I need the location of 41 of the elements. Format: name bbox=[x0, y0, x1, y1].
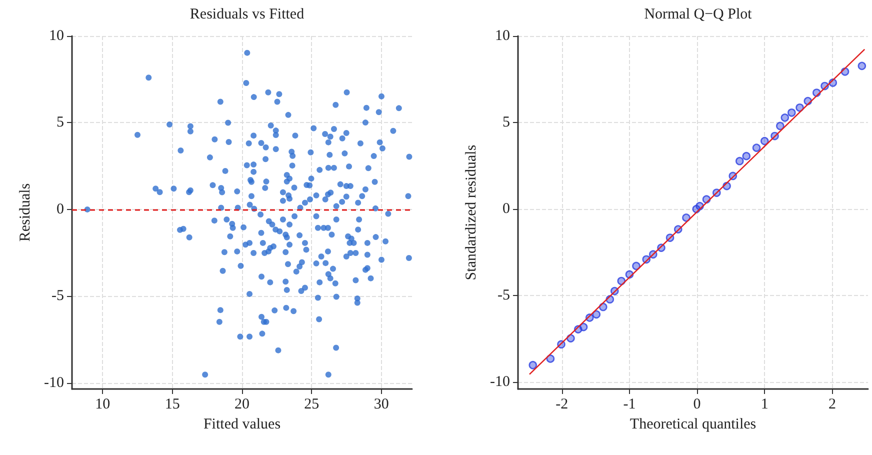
point bbox=[776, 122, 784, 130]
x-tick-label: 25 bbox=[304, 396, 320, 412]
point bbox=[780, 114, 790, 122]
y-tick-label: -10 bbox=[490, 374, 510, 390]
chart-title: Residuals vs Fitted bbox=[190, 6, 305, 22]
point bbox=[735, 156, 744, 166]
x-tick-label: 1 bbox=[760, 396, 768, 412]
y-tick-label: -5 bbox=[52, 288, 64, 304]
point bbox=[592, 310, 601, 319]
point bbox=[579, 322, 588, 332]
point bbox=[682, 214, 690, 222]
x-tick-label: 2 bbox=[828, 396, 836, 412]
y-tick-label: -5 bbox=[498, 288, 510, 304]
point bbox=[528, 360, 538, 370]
x-tick-label: 0 bbox=[693, 396, 701, 412]
point bbox=[632, 262, 640, 270]
x-tick-label: -1 bbox=[623, 396, 636, 412]
y-tick-label: 0 bbox=[56, 201, 64, 218]
y-tick-label: 5 bbox=[502, 114, 510, 131]
point bbox=[796, 103, 804, 112]
x-tick-label: 15 bbox=[164, 396, 180, 412]
y-tick-label: 10 bbox=[49, 28, 64, 44]
point bbox=[760, 136, 769, 146]
x-axis-title: Fitted values bbox=[203, 416, 281, 432]
x-tick-label: 10 bbox=[95, 396, 110, 412]
y-tick-label: -10 bbox=[44, 374, 64, 391]
y-tick-label: 0 bbox=[502, 201, 510, 218]
y-axis-title: Standardized residuals bbox=[464, 144, 480, 280]
x-axis-title: Theoretical quantiles bbox=[630, 416, 756, 432]
x-tick-label: -2 bbox=[556, 396, 568, 412]
y-tick-label: 5 bbox=[56, 114, 64, 131]
y-axis-title: Residuals bbox=[18, 183, 34, 242]
point bbox=[858, 62, 866, 70]
y-tick-label: 10 bbox=[495, 28, 510, 44]
point bbox=[742, 152, 751, 160]
point bbox=[752, 144, 761, 152]
x-tick-label: 20 bbox=[234, 396, 250, 412]
x-tick-label: 30 bbox=[374, 396, 389, 412]
chart-title: Normal Q−Q Plot bbox=[644, 6, 753, 22]
point bbox=[546, 354, 555, 363]
point bbox=[788, 108, 796, 117]
